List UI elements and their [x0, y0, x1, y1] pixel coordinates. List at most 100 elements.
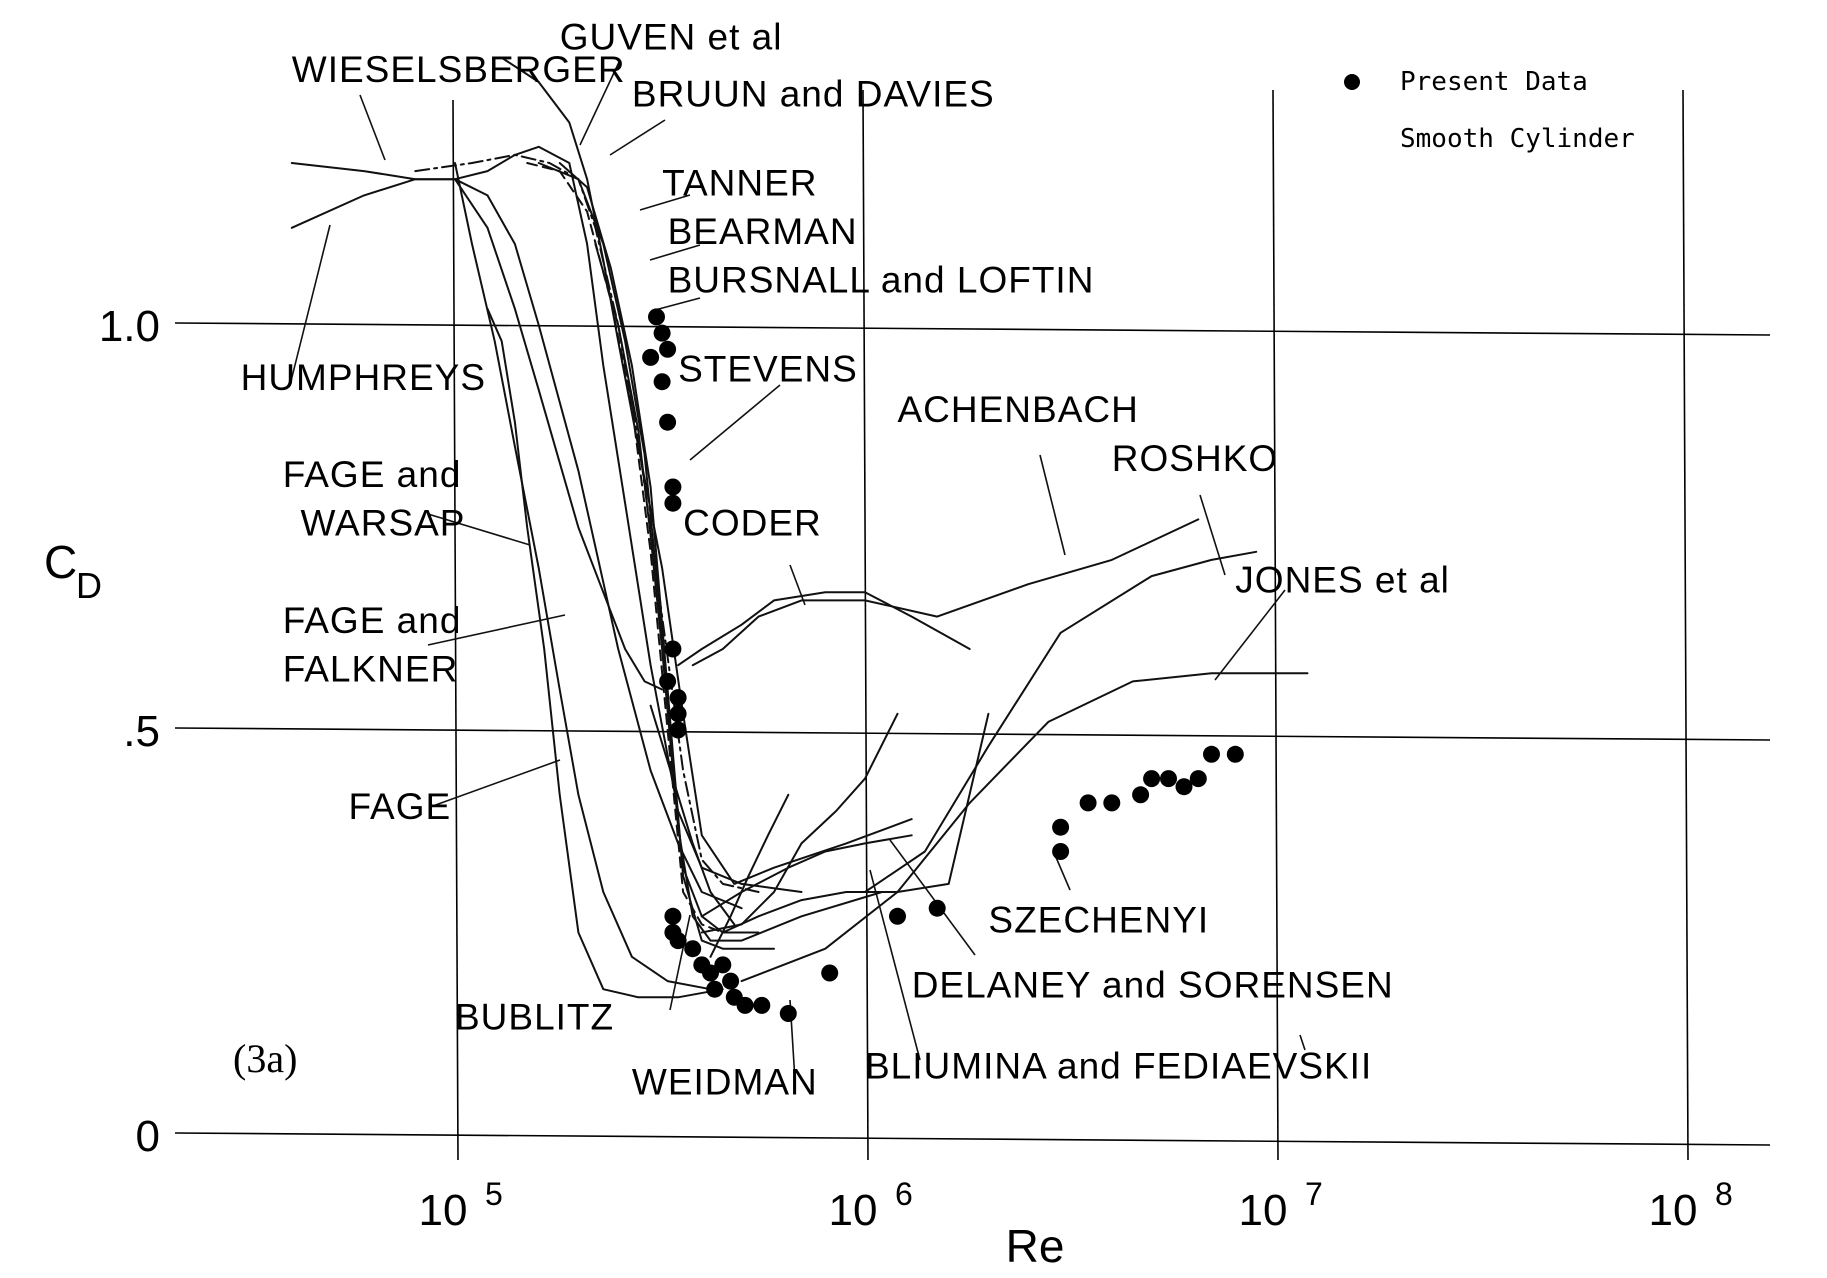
present-data-point [821, 964, 839, 982]
legend-marker-present-data [1344, 74, 1360, 90]
present-data-point [664, 478, 682, 496]
x-tick-exponent-3: 8 [1715, 1176, 1733, 1212]
data-curves [290, 56, 1309, 999]
leader-line-4 [649, 244, 701, 261]
curve-bruun-and-davies [414, 153, 760, 893]
curve-label-achenbach-8: ACHENBACH [898, 389, 1139, 430]
curve-label-warsap-11: WARSAP [301, 503, 466, 544]
x-tick-label-0: 10 [419, 1186, 468, 1235]
grid-line-y-1 [174, 727, 1771, 741]
grid-line-x-2 [1272, 89, 1279, 1161]
present-data-point [653, 324, 671, 342]
grid-lines [174, 89, 1771, 1161]
curve-humphreys [290, 178, 743, 910]
curve-stevens [594, 243, 760, 934]
present-data-point [664, 907, 682, 925]
curve-label-tanner-3: TANNER [662, 162, 817, 203]
leader-line-17 [669, 914, 691, 1011]
x-tick-label-3: 10 [1649, 1186, 1698, 1235]
curve-bublitz [649, 704, 736, 926]
present-data-point [669, 932, 687, 950]
y-tick-label-1: .5 [123, 707, 160, 756]
leader-line-20 [1299, 1034, 1306, 1051]
leader-line-13 [1214, 589, 1286, 681]
present-data-point [664, 494, 682, 512]
leader-line-0 [359, 94, 386, 161]
curve-jones-et-al [740, 672, 1309, 983]
present-data-point [648, 308, 665, 326]
x-tick-label-1: 10 [829, 1186, 878, 1235]
present-data-point [1160, 770, 1177, 788]
curve-delaney-and-sorensen [721, 712, 990, 934]
curve-coder [677, 591, 971, 667]
present-data-point [722, 972, 740, 990]
present-data-point [779, 1005, 797, 1022]
legend-entry-smooth-cylinder: Smooth Cylinder [1400, 124, 1635, 154]
grid-line-x-0 [452, 99, 459, 1161]
curve-label-szechenyi-17: SZECHENYI [988, 900, 1209, 941]
present-data-point [684, 940, 702, 958]
leader-line-16 [889, 839, 976, 956]
present-data-points [642, 308, 1244, 1022]
leader-line-8 [1039, 454, 1066, 556]
curve-fage-and-warsap [454, 178, 664, 691]
curve-roshko [864, 550, 1258, 893]
present-data-point [1189, 770, 1207, 788]
present-data-point [1052, 843, 1070, 860]
present-data-point [702, 964, 719, 982]
present-data-point [669, 705, 687, 723]
present-data-point [714, 956, 732, 974]
present-data-point [736, 996, 754, 1014]
curve-label-bruun-and-davies-2: BRUUN and DAVIES [632, 73, 995, 114]
figure-tag: (3a) [233, 1036, 297, 1081]
legend: Present Data Smooth Cylinder [1344, 67, 1635, 154]
curve-weidman [709, 793, 790, 958]
curve-label-jones-et-al-13: JONES et al [1235, 559, 1450, 600]
curve-label-falkner-15: FALKNER [283, 648, 459, 689]
present-data-point [753, 996, 771, 1014]
x-tick-label-2: 10 [1239, 1186, 1288, 1235]
leader-line-2 [609, 119, 666, 156]
axis-tick-labels: 0 .5 1.0 10 5 10 6 10 7 10 8 [99, 302, 1733, 1235]
present-data-point [669, 721, 687, 739]
y-tick-label-2: 1.0 [99, 302, 160, 351]
curve-label-weidman-21: WEIDMAN [632, 1062, 818, 1103]
curve-label-delaney-and-sorensen-18: DELANEY and SORENSEN [912, 964, 1394, 1005]
curve-label-stevens-7: STEVENS [678, 349, 858, 390]
leader-line-11 [427, 614, 566, 646]
present-data-point [669, 689, 687, 707]
leader-line-14 [429, 759, 561, 808]
present-data-point [659, 672, 677, 690]
grid-line-x-1 [862, 89, 869, 1161]
curve-label-guven-et-al-1: GUVEN et al [560, 17, 783, 58]
x-tick-exponent-1: 6 [895, 1176, 913, 1212]
legend-entry-present-data: Present Data [1400, 67, 1588, 97]
leader-line-15 [1054, 854, 1071, 891]
curve-bursnall-and-loftin [558, 162, 775, 950]
leader-line-12 [789, 564, 806, 606]
curve-label-fage-and-10: FAGE and [283, 454, 462, 495]
x-tick-exponent-0: 5 [485, 1176, 503, 1212]
present-data-point [1226, 745, 1244, 763]
present-data-point [1143, 770, 1161, 788]
present-data-point [889, 907, 906, 925]
leader-line-7 [689, 384, 781, 461]
curve-szechenyi [700, 712, 899, 934]
present-data-point [642, 348, 660, 366]
leader-line-3 [639, 194, 691, 211]
leader-line-10 [427, 513, 531, 546]
curve-bliumina-and-fediaevskii [700, 834, 913, 918]
present-data-point [659, 413, 677, 431]
present-data-point [1175, 778, 1193, 796]
grid-line-y-2 [174, 322, 1771, 336]
curve-label-bublitz-19: BUBLITZ [455, 997, 614, 1038]
curve-label-bearman-4: BEARMAN [668, 211, 858, 252]
present-data-point [653, 373, 671, 391]
leader-line-5 [654, 297, 701, 311]
leader-line-1 [579, 59, 621, 146]
curve-label-humphreys-6: HUMPHREYS [241, 357, 486, 398]
x-tick-exponent-2: 7 [1305, 1176, 1323, 1212]
y-tick-label-0: 0 [136, 1112, 160, 1161]
